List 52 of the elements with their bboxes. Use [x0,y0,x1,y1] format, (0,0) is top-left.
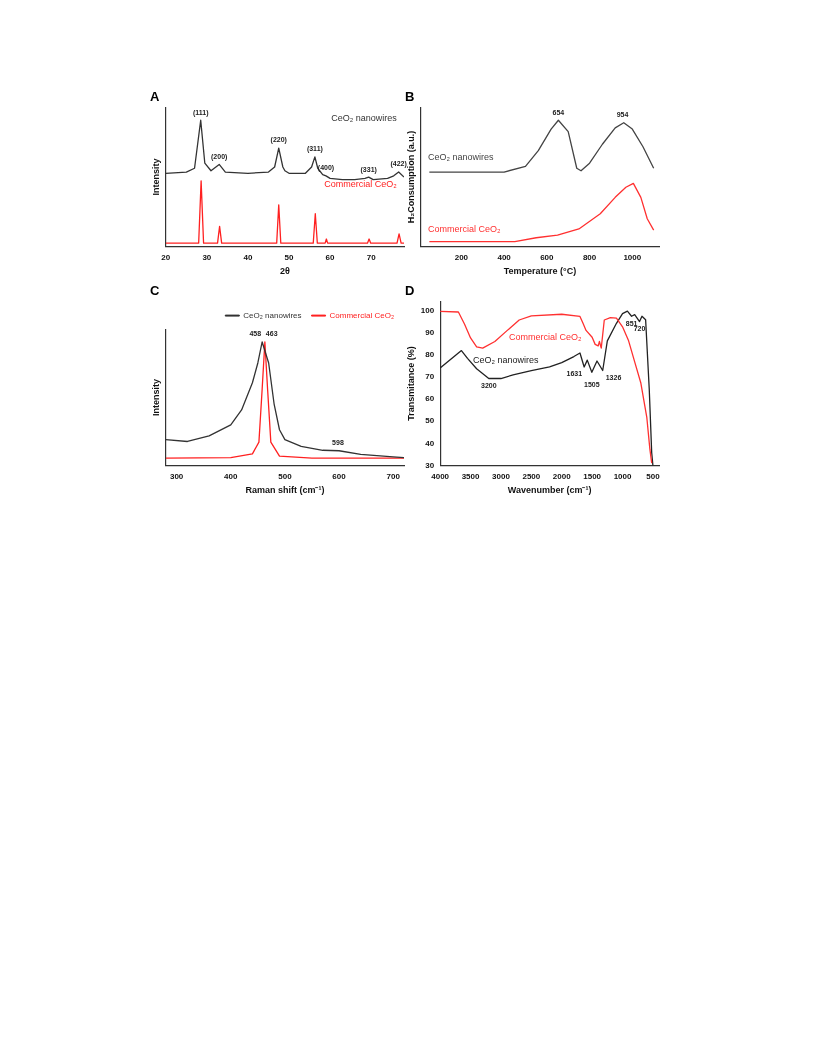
x-tick-label: 300 [169,471,184,481]
y-tick-label: 30 [425,460,435,470]
y-tick-label: 80 [425,349,435,359]
legend-label: CeO₂ nanowires [243,310,302,320]
x-tick-label: 1000 [613,471,632,481]
x-tick-label: 2000 [552,471,572,481]
y-axis-title: Intensity [150,158,161,196]
y-tick-label: 90 [425,327,435,337]
x-tick-label: 3000 [492,471,511,481]
x-axis-title: Wavenumber (cm⁻¹) [507,485,592,496]
x-axis-title: 2θ [279,266,290,277]
legend-label: Commercial CeO₂ [329,310,394,320]
y-tick-label: 100 [420,305,435,315]
y-axis-title: H₂Consumption (a.u.) [405,130,416,224]
chart-title: C [150,283,160,299]
x-tick-label: 60 [325,252,336,262]
x-tick-label: 500 [278,471,293,481]
series-label: Commercial CeO₂ [427,224,501,235]
x-tick-label: 70 [366,252,377,262]
chart-title: B [405,89,415,105]
x-tick-label: 2500 [522,471,541,481]
x-tick-label: 600 [332,471,347,481]
text: CeO₂ nanowires [331,113,398,124]
y-axis-title: Intensity [150,379,161,417]
x-tick-label: 50 [284,252,294,262]
x-tick-label: 800 [582,252,597,262]
x-tick-label: 700 [386,471,401,481]
x-axis-title: Raman shift (cm⁻¹) [245,485,325,496]
y-tick-label: 40 [425,438,435,448]
x-tick-label: 200 [454,252,469,262]
series-label: CeO₂ nanowires [427,152,494,163]
x-tick-label: 4000 [431,471,450,481]
x-tick-label: 500 [646,471,661,481]
x-tick-label: 1500 [583,471,602,481]
x-axis-title: Temperature (°C) [503,266,577,277]
series-label: Commercial CeO₂ [508,332,582,343]
y-tick-label: 70 [425,372,435,382]
x-tick-label: 20 [161,252,171,262]
chart-title: A [150,89,160,105]
x-tick-label: 400 [497,252,512,262]
x-tick-label: 30 [202,252,212,262]
series-label: CeO₂ nanowires [473,355,540,366]
chart-title: D [405,283,415,299]
text: Commercial CeO₂ [324,178,398,189]
x-tick-label: 1000 [623,252,642,262]
y-axis-title: Transmitance (%) [405,346,416,421]
x-tick-label: 400 [224,471,238,481]
x-tick-label: 40 [243,252,253,262]
y-tick-label: 50 [425,416,435,426]
x-tick-label: 3500 [461,471,480,481]
x-tick-label: 600 [540,252,555,262]
y-tick-label: 60 [425,394,435,404]
